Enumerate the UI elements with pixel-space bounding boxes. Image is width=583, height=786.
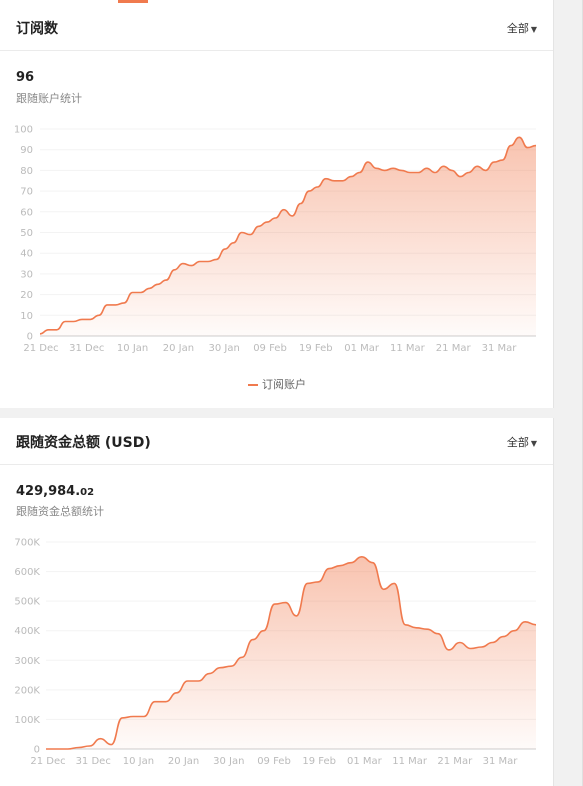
- card-title: 订阅数: [16, 21, 58, 37]
- x-tick-label: 31 Dec: [69, 343, 104, 354]
- card-header: 跟随资金总额 (USD) 全部 ▼: [0, 418, 553, 465]
- y-tick-label: 30: [20, 269, 33, 280]
- range-filter-dropdown[interactable]: 全部 ▼: [507, 434, 537, 450]
- x-tick-label: 10 Jan: [123, 756, 154, 767]
- range-filter-dropdown[interactable]: 全部 ▼: [507, 20, 537, 36]
- y-tick-label: 0: [27, 332, 33, 343]
- x-tick-label: 21 Mar: [436, 343, 472, 354]
- y-tick-label: 0: [34, 745, 40, 756]
- y-tick-label: 600K: [14, 567, 40, 578]
- x-tick-label: 30 Jan: [213, 756, 244, 767]
- y-tick-label: 70: [20, 187, 33, 198]
- y-tick-label: 700K: [14, 538, 40, 549]
- legend-swatch: [248, 384, 258, 386]
- card-header: 订阅数 全部 ▼: [0, 4, 553, 51]
- subscriber-subtitle: 跟随账户统计: [16, 92, 82, 105]
- x-tick-label: 01 Mar: [344, 343, 380, 354]
- y-tick-label: 100: [14, 125, 33, 136]
- card-title: 跟随资金总额 (USD): [16, 435, 151, 451]
- series-line: [45, 555, 537, 750]
- x-tick-label: 31 Mar: [482, 343, 518, 354]
- x-tick-label: 09 Feb: [253, 343, 287, 354]
- y-tick-label: 10: [20, 311, 33, 322]
- funds-total-int: 429,984.: [16, 484, 81, 499]
- x-tick-label: 11 Mar: [392, 756, 428, 767]
- y-tick-label: 20: [20, 290, 33, 301]
- y-tick-label: 80: [20, 166, 33, 177]
- funds-total: 429,984.02: [16, 484, 94, 499]
- chart-legend[interactable]: 订阅账户: [248, 376, 306, 392]
- x-tick-label: 20 Jan: [168, 756, 199, 767]
- y-tick-label: 40: [20, 249, 33, 260]
- caret-down-icon: ▼: [530, 439, 537, 448]
- funds-subtitle: 跟随资金总额统计: [16, 505, 104, 518]
- y-tick-label: 100K: [14, 715, 40, 726]
- legend-label: 订阅账户: [262, 378, 306, 391]
- x-tick-label: 19 Feb: [299, 343, 333, 354]
- y-tick-label: 300K: [14, 656, 40, 667]
- x-tick-label: 31 Mar: [483, 756, 519, 767]
- range-filter-label: 全部: [506, 436, 529, 449]
- x-tick-label: 21 Mar: [437, 756, 473, 767]
- x-tick-label: 30 Jan: [209, 343, 240, 354]
- series-area: [40, 137, 536, 336]
- x-tick-label: 10 Jan: [117, 343, 148, 354]
- y-tick-label: 500K: [14, 597, 40, 608]
- y-tick-label: 90: [20, 145, 33, 156]
- active-tab-indicator: [118, 0, 148, 3]
- x-tick-label: 21 Dec: [23, 343, 58, 354]
- caret-down-icon: ▼: [530, 25, 537, 34]
- x-tick-label: 19 Feb: [302, 756, 336, 767]
- x-tick-label: 21 Dec: [30, 756, 65, 767]
- subscription-card: 订阅数 全部 ▼ 96 跟随账户统计 0 10 20 30 40 50 60 70 80 90 100…: [0, 0, 554, 408]
- x-tick-label: 31 Dec: [76, 756, 111, 767]
- funds-chart: 0 100K 200K 300K 400K 500K 600K 700K 21 Dec 31 De…: [14, 538, 537, 767]
- x-tick-label: 20 Jan: [163, 343, 194, 354]
- y-tick-label: 200K: [14, 685, 40, 696]
- series-line: [39, 136, 537, 335]
- y-tick-label: 60: [20, 207, 33, 218]
- subscriber-chart: 0 10 20 30 40 50 60 70 80 90 100 21 Dec 31 Dec 10 Jan…: [14, 125, 537, 354]
- subscriber-count: 96: [16, 70, 35, 85]
- range-filter-label: 全部: [506, 22, 529, 35]
- x-tick-label: 01 Mar: [347, 756, 383, 767]
- y-tick-label: 400K: [14, 626, 40, 637]
- funds-total-dec: 02: [80, 487, 95, 498]
- follow-funds-card: 跟随资金总额 (USD) 全部 ▼ 429,984.02 跟随资金总额统计 0 10…: [0, 418, 554, 786]
- y-tick-label: 50: [20, 228, 33, 239]
- x-tick-label: 11 Mar: [390, 343, 426, 354]
- x-tick-label: 09 Feb: [257, 756, 291, 767]
